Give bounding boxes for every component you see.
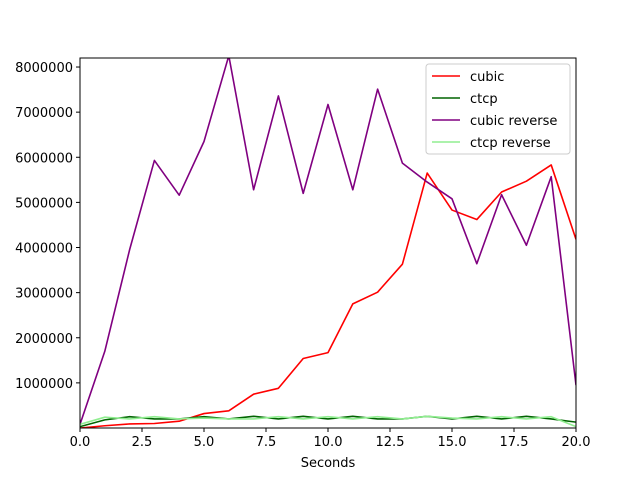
legend-label: ctcp reverse [470, 136, 551, 151]
legend: cubic ctcp cubic reverse ctcp reverse [425, 63, 571, 155]
legend-label: cubic [470, 70, 504, 85]
x-tick-label: 15.0 [438, 435, 467, 450]
y-tick-label: 8000000 [15, 61, 73, 76]
y-tick-label: 1000000 [15, 377, 73, 392]
y-tick-label: 2000000 [15, 332, 73, 347]
legend-label: cubic reverse [470, 114, 557, 129]
series-line-cubic-reverse [80, 58, 576, 425]
x-tick-label: 12.5 [376, 435, 405, 450]
y-tick-label: 7000000 [15, 106, 73, 121]
y-tick-label: 4000000 [15, 242, 73, 257]
x-tick-label: 5.0 [194, 435, 215, 450]
x-tick-label: 10.0 [314, 435, 343, 450]
series-layer [80, 58, 576, 428]
axis-layer: 0.0 2.5 5.0 7.5 10.0 12.5 15.0 17.5 20.0 1000000 2… [15, 61, 590, 450]
series-line-cubic [80, 164, 576, 428]
series-line-ctcp [80, 415, 576, 428]
y-tick-label: 5000000 [15, 196, 73, 211]
series-line-ctcp-reverse [80, 415, 576, 428]
x-tick-label: 0.0 [70, 435, 91, 450]
legend-frame [425, 63, 571, 155]
y-tick-label: 3000000 [15, 287, 73, 302]
y-tick-label: 6000000 [15, 151, 73, 166]
legend-label: ctcp [470, 92, 498, 107]
x-tick-label: 2.5 [132, 435, 153, 450]
x-tick-label: 17.5 [500, 435, 529, 450]
x-tick-label: 20.0 [562, 435, 591, 450]
x-axis-label: Seconds [301, 456, 356, 471]
x-tick-label: 7.5 [256, 435, 277, 450]
